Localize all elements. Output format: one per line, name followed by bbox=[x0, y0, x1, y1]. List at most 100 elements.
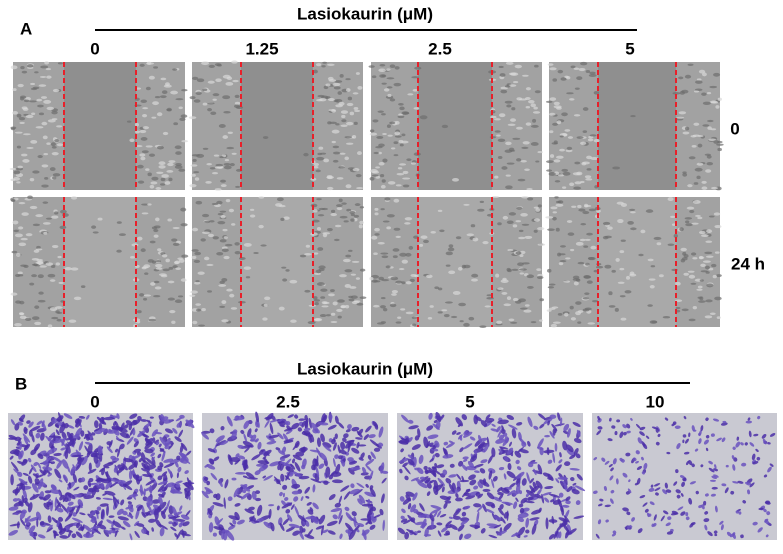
cell bbox=[710, 263, 717, 268]
cell bbox=[346, 121, 354, 126]
cell bbox=[582, 130, 588, 133]
cell bbox=[369, 132, 378, 136]
stained-cell bbox=[673, 481, 678, 486]
cell bbox=[348, 249, 353, 252]
cell bbox=[412, 89, 418, 92]
stained-cell bbox=[550, 499, 555, 503]
cell bbox=[394, 131, 401, 136]
stained-cell bbox=[87, 468, 97, 474]
cell bbox=[321, 305, 329, 308]
stained-cell bbox=[294, 505, 300, 517]
stained-cell bbox=[732, 464, 736, 471]
stained-cell bbox=[22, 488, 28, 500]
cell bbox=[391, 290, 398, 294]
cell bbox=[395, 235, 401, 238]
cell bbox=[249, 214, 256, 218]
cell bbox=[136, 164, 144, 169]
cell bbox=[545, 160, 554, 164]
stained-cell bbox=[320, 525, 324, 536]
stained-cell bbox=[256, 504, 263, 516]
stained-cell bbox=[285, 526, 296, 532]
cell bbox=[381, 278, 390, 282]
cell bbox=[352, 167, 360, 172]
cell bbox=[386, 124, 391, 128]
stained-cell bbox=[400, 518, 408, 523]
cell bbox=[223, 165, 232, 170]
cell bbox=[156, 145, 164, 150]
stained-cell bbox=[637, 437, 642, 444]
stained-cell bbox=[662, 489, 668, 495]
cell bbox=[410, 274, 417, 277]
stained-cell bbox=[334, 454, 339, 459]
cell bbox=[201, 61, 210, 66]
cell bbox=[378, 68, 387, 72]
stained-cell bbox=[50, 484, 57, 491]
stained-cell bbox=[379, 508, 384, 516]
cell bbox=[51, 244, 59, 249]
stained-cell bbox=[159, 436, 168, 447]
cell bbox=[192, 227, 199, 232]
stained-cell bbox=[179, 505, 183, 512]
stained-cell bbox=[140, 419, 148, 422]
cell bbox=[572, 172, 581, 176]
cell bbox=[140, 99, 148, 104]
cell bbox=[47, 324, 53, 328]
cell bbox=[145, 168, 150, 171]
cell bbox=[338, 101, 345, 106]
stained-cell bbox=[516, 422, 523, 426]
stained-cell bbox=[464, 533, 472, 539]
cell bbox=[506, 267, 511, 272]
cell bbox=[11, 250, 18, 254]
cell bbox=[275, 203, 283, 207]
stained-cell bbox=[426, 425, 434, 431]
cell bbox=[524, 168, 530, 172]
cell bbox=[556, 155, 564, 159]
cell bbox=[223, 236, 228, 240]
cell bbox=[19, 121, 25, 125]
stained-cell bbox=[166, 482, 175, 488]
cell bbox=[573, 114, 581, 117]
stained-cell bbox=[42, 466, 53, 471]
stained-cell bbox=[108, 515, 115, 518]
stained-cell bbox=[23, 426, 28, 435]
cell bbox=[54, 139, 60, 143]
cell bbox=[21, 106, 28, 110]
stained-cell bbox=[311, 422, 319, 432]
cell bbox=[380, 321, 387, 324]
cell bbox=[234, 101, 241, 105]
cell bbox=[197, 271, 205, 275]
cell bbox=[588, 73, 597, 78]
stained-cell bbox=[182, 521, 190, 527]
cell bbox=[340, 304, 347, 309]
cell bbox=[573, 281, 579, 286]
stained-cell bbox=[423, 533, 432, 537]
stained-cell bbox=[11, 461, 19, 472]
cell bbox=[525, 122, 532, 126]
stained-cell bbox=[31, 433, 35, 443]
stained-cell bbox=[365, 425, 372, 433]
stained-cell bbox=[648, 487, 655, 492]
stained-cell bbox=[36, 427, 47, 433]
cell bbox=[407, 93, 414, 96]
stained-cell bbox=[494, 515, 502, 521]
stained-cell bbox=[101, 417, 105, 424]
cell bbox=[385, 95, 394, 99]
stained-cell bbox=[516, 466, 522, 471]
stained-cell bbox=[757, 415, 761, 420]
stained-cell bbox=[491, 447, 496, 458]
stained-cell bbox=[234, 503, 241, 507]
cell bbox=[459, 320, 464, 323]
stained-cell bbox=[158, 496, 163, 506]
stained-cell bbox=[764, 518, 769, 523]
stained-cell bbox=[434, 440, 440, 448]
stained-cell bbox=[75, 531, 83, 539]
stained-cell bbox=[233, 487, 240, 498]
cell bbox=[676, 116, 685, 119]
stained-cell bbox=[308, 417, 312, 429]
cell bbox=[427, 316, 433, 320]
stained-cell bbox=[361, 466, 367, 474]
stained-cell bbox=[215, 435, 225, 443]
cell bbox=[18, 242, 27, 247]
cell bbox=[348, 298, 355, 302]
stained-cell bbox=[561, 504, 570, 508]
